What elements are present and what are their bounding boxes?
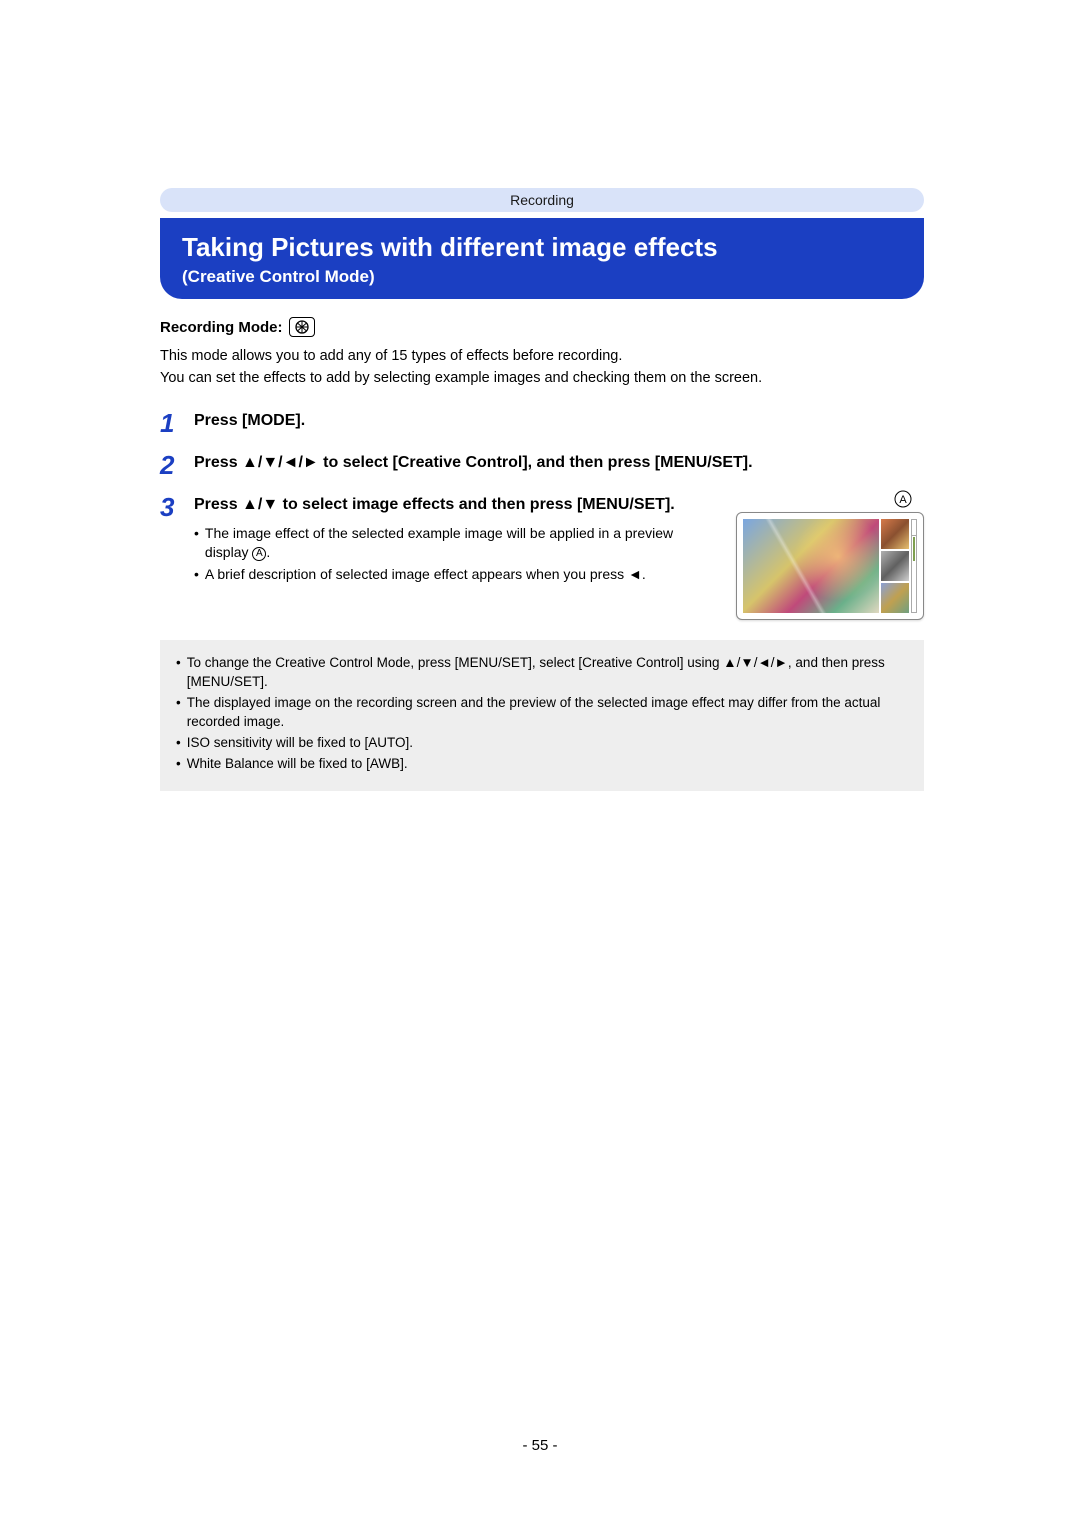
note-text: ISO sensitivity will be fixed to [AUTO]. — [187, 734, 413, 753]
text: . — [266, 544, 270, 560]
preview-main-thumb — [743, 519, 879, 613]
page-subtitle: (Creative Control Mode) — [182, 267, 902, 287]
page-number: - 55 - — [0, 1437, 1080, 1454]
recording-mode-row: Recording Mode: — [160, 317, 924, 337]
recording-mode-label: Recording Mode: — [160, 319, 283, 336]
note-text: To change the Creative Control Mode, pre… — [187, 654, 908, 692]
bullet-text: A brief description of selected image ef… — [205, 565, 646, 585]
step-number: 1 — [160, 410, 180, 436]
svg-text:A: A — [899, 494, 907, 506]
bullet-text: The image effect of the selected example… — [205, 524, 716, 563]
note-text: The displayed image on the recording scr… — [187, 694, 908, 732]
category-bar: Recording — [160, 188, 924, 212]
text: Press — [194, 454, 242, 471]
intro-line-2: You can set the effects to add by select… — [160, 369, 924, 389]
text: The image effect of the selected example… — [205, 525, 673, 561]
step-3: 3 Press ▲/▼ to select image effects and … — [160, 494, 924, 620]
notes-box: • To change the Creative Control Mode, p… — [160, 640, 924, 791]
note-item: • To change the Creative Control Mode, p… — [176, 654, 908, 692]
preview-thumb — [881, 583, 909, 613]
circled-a-icon: A — [252, 547, 266, 561]
text: Press — [194, 496, 242, 513]
intro-line-1: This mode allows you to add any of 15 ty… — [160, 347, 924, 367]
text: To change the Creative Control Mode, pre… — [187, 655, 723, 670]
text: A brief description of selected image ef… — [205, 566, 628, 582]
left-arrow: ◄ — [628, 566, 642, 582]
page-title: Taking Pictures with different image eff… — [182, 232, 902, 263]
text: . — [642, 566, 646, 582]
step-1-heading: Press [MODE]. — [194, 410, 924, 432]
text: to select [Creative Control], and then p… — [319, 454, 753, 471]
camera-screen — [736, 512, 924, 620]
step-2: 2 Press ▲/▼/◄/► to select [Creative Cont… — [160, 452, 924, 478]
circled-a-callout-icon: A — [894, 490, 912, 508]
bullet-dot: • — [176, 734, 181, 753]
text: to select image effects and then press [… — [278, 496, 675, 513]
preview-side-thumbs — [881, 519, 909, 613]
note-item: • The displayed image on the recording s… — [176, 694, 908, 732]
bullet-dot: • — [176, 755, 181, 774]
preview-scrollbar — [911, 519, 917, 613]
step-1: 1 Press [MODE]. — [160, 410, 924, 436]
step-3-bullets: • The image effect of the selected examp… — [194, 524, 716, 585]
note-item: • ISO sensitivity will be fixed to [AUTO… — [176, 734, 908, 753]
note-text: White Balance will be fixed to [AWB]. — [187, 755, 408, 774]
preview-thumb — [881, 519, 909, 549]
bullet-dot: • — [176, 694, 181, 732]
steps-list: 1 Press [MODE]. 2 Press ▲/▼/◄/► to selec… — [160, 410, 924, 620]
note-item: • White Balance will be fixed to [AWB]. — [176, 755, 908, 774]
bullet-dot: • — [194, 565, 199, 585]
preview-illustration: A — [736, 494, 924, 620]
dpad-arrows: ▲/▼/◄/► — [723, 655, 788, 670]
bullet: • A brief description of selected image … — [194, 565, 716, 585]
intro-text: This mode allows you to add any of 15 ty… — [160, 347, 924, 388]
bullet-dot: • — [194, 524, 199, 563]
updown-arrows: ▲/▼ — [242, 496, 278, 513]
dpad-arrows: ▲/▼/◄/► — [242, 454, 319, 471]
bullet-dot: • — [176, 654, 181, 692]
step-3-heading: Press ▲/▼ to select image effects and th… — [194, 494, 716, 516]
step-number: 2 — [160, 452, 180, 478]
manual-page: Recording Taking Pictures with different… — [160, 188, 924, 791]
title-block: Taking Pictures with different image eff… — [160, 218, 924, 299]
bullet: • The image effect of the selected examp… — [194, 524, 716, 563]
step-number: 3 — [160, 494, 180, 520]
creative-control-mode-icon — [289, 317, 315, 337]
preview-thumb — [881, 551, 909, 581]
step-2-heading: Press ▲/▼/◄/► to select [Creative Contro… — [194, 452, 924, 474]
category-label: Recording — [510, 192, 574, 208]
